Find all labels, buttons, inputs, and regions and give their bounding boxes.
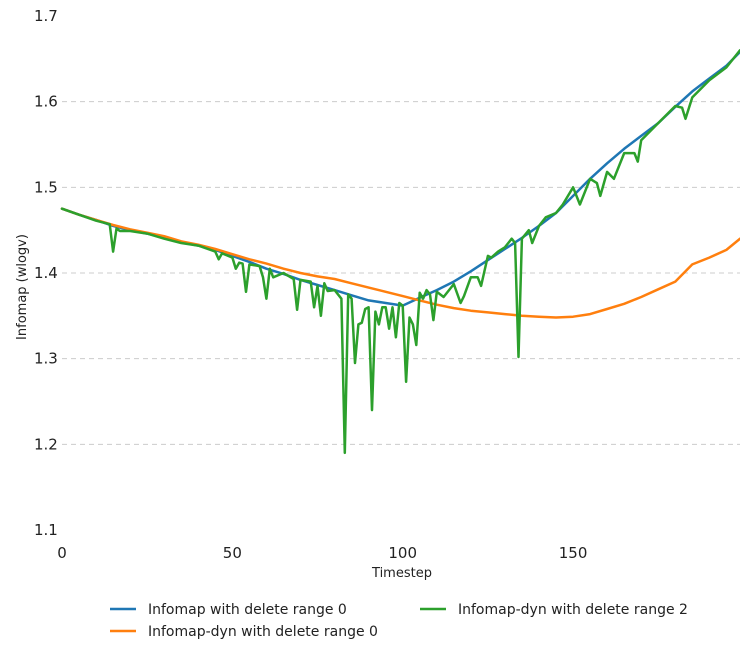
legend-label: Infomap-dyn with delete range 2 bbox=[458, 602, 688, 618]
x-tick-label: 0 bbox=[57, 544, 67, 562]
x-axis-label: Timestep bbox=[371, 566, 432, 581]
gridlines bbox=[62, 101, 740, 445]
legend: Infomap with delete range 0 Infomap-dyn w… bbox=[110, 602, 688, 640]
y-tick-label: 1.5 bbox=[34, 178, 58, 196]
x-tick-label: 150 bbox=[559, 544, 588, 562]
y-tick-label: 1.7 bbox=[34, 7, 58, 25]
x-tick-label: 50 bbox=[223, 544, 242, 562]
x-tick-labels: 0 50 100 150 bbox=[57, 544, 587, 562]
legend-item: Infomap-dyn with delete range 2 bbox=[420, 602, 688, 618]
series-line-1 bbox=[60, 50, 740, 307]
legend-item: Infomap-dyn with delete range 0 bbox=[110, 624, 378, 640]
y-tick-label: 1.3 bbox=[34, 350, 58, 368]
series-lines bbox=[60, 49, 740, 455]
series-line-2 bbox=[60, 207, 740, 319]
y-tick-label: 1.1 bbox=[34, 521, 58, 539]
x-tick-label: 100 bbox=[388, 544, 417, 562]
legend-label: Infomap with delete range 0 bbox=[148, 602, 347, 618]
legend-label: Infomap-dyn with delete range 0 bbox=[148, 624, 378, 640]
legend-item: Infomap with delete range 0 bbox=[110, 602, 347, 618]
y-axis-label: Infomap (wlogv) bbox=[15, 234, 30, 340]
y-tick-label: 1.4 bbox=[34, 264, 58, 282]
series-line-3 bbox=[60, 49, 740, 455]
y-tick-labels: 1.1 1.2 1.3 1.4 1.5 1.6 1.7 bbox=[34, 7, 58, 539]
y-tick-label: 1.6 bbox=[34, 93, 58, 111]
y-tick-label: 1.2 bbox=[34, 435, 58, 453]
